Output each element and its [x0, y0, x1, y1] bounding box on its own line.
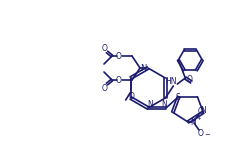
Text: O: O [186, 75, 192, 84]
Text: −: − [204, 132, 210, 138]
Text: N: N [161, 99, 167, 109]
Text: O: O [116, 52, 122, 61]
Text: O: O [102, 84, 108, 93]
Text: S: S [175, 93, 180, 102]
Text: N: N [140, 63, 146, 72]
Text: O: O [129, 91, 135, 100]
Text: HN: HN [166, 76, 177, 85]
Text: O: O [198, 106, 204, 115]
Text: O: O [102, 43, 108, 52]
Text: N: N [190, 118, 196, 127]
Text: O: O [198, 128, 204, 137]
Text: N: N [200, 106, 206, 115]
Text: O: O [116, 76, 122, 85]
Text: N: N [147, 99, 153, 109]
Text: +: + [197, 115, 201, 120]
